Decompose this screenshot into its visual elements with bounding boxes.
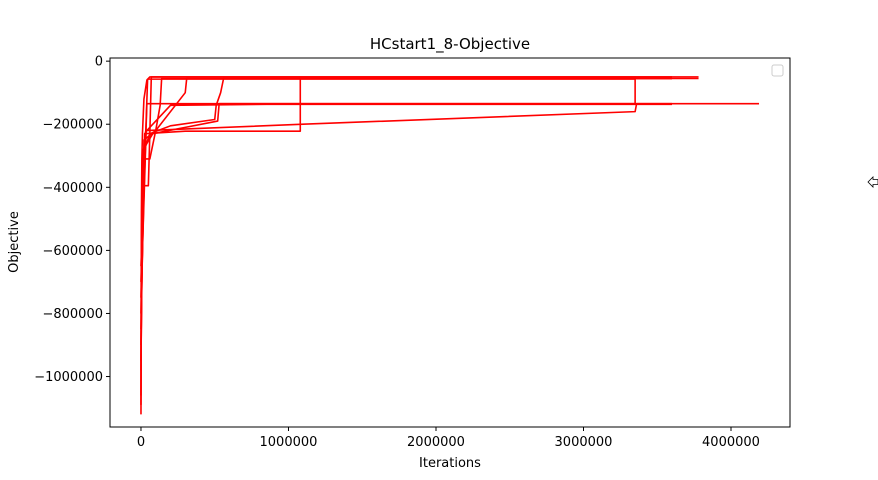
y-tick-label: −400000 <box>42 181 103 196</box>
series-line-4 <box>140 77 672 371</box>
x-axis-label: Iterations <box>419 456 481 471</box>
y-axis: 0 −200000 −400000 −600000 −800000 −1000000 <box>34 55 110 385</box>
y-tick-label: −200000 <box>42 118 103 133</box>
plot-frame <box>109 57 791 428</box>
series-line-7 <box>140 77 672 330</box>
y-tick-label: −1000000 <box>34 370 103 385</box>
y-axis-label: Objective <box>7 211 22 273</box>
x-tick-label: 4000000 <box>702 435 760 450</box>
x-tick-label: 1000000 <box>260 435 318 450</box>
chart-title: HCstart1_8-Objective <box>370 35 530 54</box>
y-tick-label: −800000 <box>42 307 103 322</box>
series-line-5 <box>140 102 672 361</box>
x-axis: 0 1000000 2000000 3000000 4000000 <box>137 427 760 450</box>
plot-lines <box>140 76 760 415</box>
series-line-6 <box>140 77 672 346</box>
y-tick-label: −600000 <box>42 244 103 259</box>
series-line-9 <box>140 102 760 298</box>
x-tick-label: 2000000 <box>407 435 465 450</box>
cursor-icon <box>867 176 878 188</box>
series-line-8 <box>140 103 672 314</box>
series-line-11 <box>140 78 636 267</box>
series-line-2 <box>140 76 699 405</box>
legend-box <box>771 64 784 77</box>
x-tick-label: 0 <box>137 435 145 450</box>
x-tick-label: 3000000 <box>555 435 613 450</box>
series-line-3 <box>140 77 699 396</box>
y-tick-label: 0 <box>95 55 103 70</box>
